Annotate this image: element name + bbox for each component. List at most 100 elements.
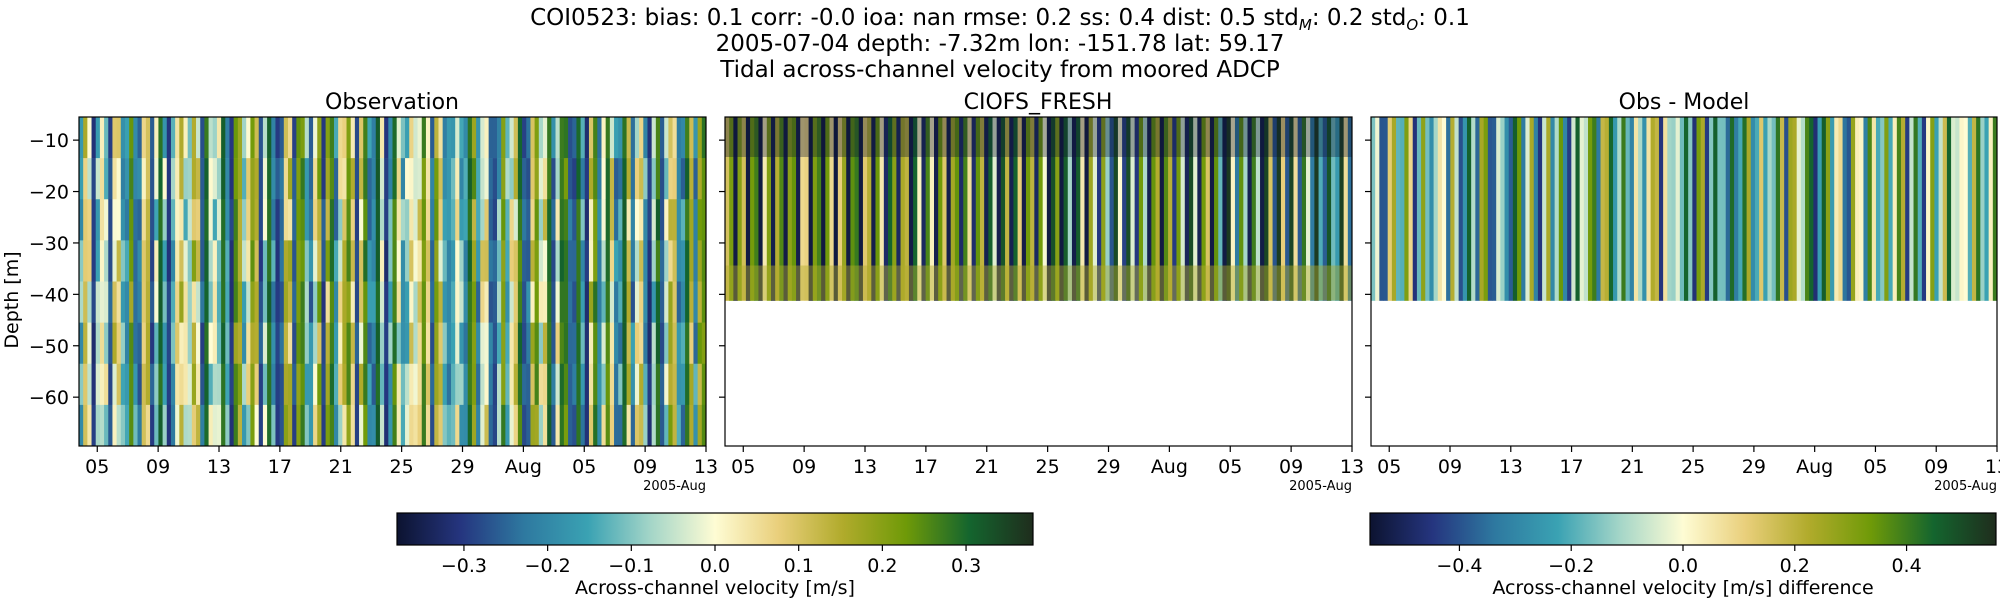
- heatmap-cell: [622, 363, 627, 406]
- y-axis-ticks-model: [719, 139, 725, 398]
- heatmap-cell: [430, 117, 435, 159]
- heatmap-cell: [1025, 117, 1031, 301]
- heatmap-cell: [321, 240, 327, 282]
- heatmap-cell: [775, 117, 780, 301]
- heatmap-cell: [196, 240, 201, 282]
- heatmap-cell: [388, 199, 393, 241]
- heatmap-cell: [212, 158, 218, 200]
- heatmap-cell: [283, 158, 289, 200]
- heatmap-cell: [622, 281, 627, 323]
- heatmap-cell: [1226, 117, 1232, 301]
- heatmap-cell: [651, 117, 657, 159]
- heatmap-cell: [434, 322, 439, 365]
- heatmap-cell: [497, 158, 502, 200]
- heatmap-cell: [796, 117, 801, 301]
- heatmap-cell: [430, 199, 435, 241]
- heatmap-cell: [680, 117, 686, 159]
- heatmap-cell: [392, 404, 398, 447]
- heatmap-cell: [359, 404, 364, 447]
- heatmap-cell: [296, 199, 301, 241]
- heatmap-cell: [430, 281, 435, 323]
- heatmap-cell: [634, 117, 640, 159]
- heatmap-cell: [1117, 117, 1123, 301]
- heatmap-cell: [701, 363, 707, 406]
- heatmap-cell: [626, 240, 632, 282]
- heatmap-cell: [288, 199, 293, 241]
- heatmap-cell: [1301, 117, 1307, 301]
- heatmap-cell: [267, 158, 272, 200]
- heatmap-cell: [250, 281, 255, 323]
- heatmap-cell: [1214, 117, 1219, 301]
- heatmap-cell: [237, 363, 243, 406]
- heatmap-cell: [191, 199, 197, 241]
- heatmap-cell: [333, 404, 339, 447]
- heatmap-cell: [547, 281, 552, 323]
- heatmap-cell: [434, 158, 439, 200]
- heatmap-cell: [501, 404, 506, 447]
- heatmap-cell: [1184, 117, 1190, 301]
- heatmap-cell: [655, 281, 661, 323]
- heatmap-cell: [91, 199, 97, 241]
- heatmap-cell: [333, 322, 339, 365]
- heatmap-cell: [630, 281, 636, 323]
- heatmap-cell: [141, 117, 147, 159]
- heatmap-cell: [150, 199, 155, 241]
- heatmap-cell: [626, 117, 632, 159]
- heatmap-cell: [459, 240, 464, 282]
- heatmap-cell: [254, 322, 260, 365]
- heatmap-cell: [367, 240, 372, 282]
- heatmap-cell: [584, 281, 590, 323]
- heatmap-cell: [584, 322, 590, 365]
- heatmap-cell: [196, 404, 201, 447]
- heatmap-cell: [200, 199, 205, 241]
- heatmap-cell: [375, 199, 381, 241]
- x-tick-label: 05: [731, 456, 755, 478]
- heatmap-cell: [643, 363, 648, 406]
- heatmap-cell: [476, 199, 481, 241]
- heatmap-cell: [1314, 117, 1319, 301]
- heatmap-cell: [618, 363, 623, 406]
- heatmap-cell: [900, 117, 906, 301]
- heatmap-cell: [242, 322, 247, 365]
- heatmap-cell: [200, 158, 205, 200]
- heatmap-cell: [120, 322, 126, 365]
- heatmap-cell: [288, 158, 293, 200]
- heatmap-cell: [1172, 117, 1177, 301]
- colorbar-velocity-ticks: −0.3 −0.2 −0.1 0.0 0.1 0.2 0.3: [441, 545, 981, 577]
- heatmap-cell: [133, 117, 138, 159]
- heatmap-cell: [668, 363, 673, 406]
- heatmap-cell: [304, 281, 310, 323]
- heatmap-cell: [1391, 117, 1397, 301]
- heatmap-cell: [329, 199, 335, 241]
- heatmap-cell: [396, 322, 402, 365]
- heatmap-cell: [660, 199, 665, 241]
- heatmap-cell: [484, 404, 490, 447]
- heatmap-cell: [392, 281, 398, 323]
- heatmap-cell: [572, 404, 577, 447]
- heatmap-cell: [1076, 117, 1081, 301]
- heatmap-cell: [647, 363, 653, 406]
- heatmap-cell: [643, 404, 648, 447]
- heatmap-cell: [430, 240, 435, 282]
- heatmap-cell: [979, 117, 985, 301]
- heatmap-cell: [258, 281, 264, 323]
- x-tick-label: Aug: [1151, 456, 1188, 478]
- heatmap-cell: [438, 158, 444, 200]
- heatmap-cell: [442, 117, 448, 159]
- heatmap-cell: [680, 404, 686, 447]
- heatmap-cell: [158, 322, 163, 365]
- heatmap-cell: [605, 158, 611, 200]
- heatmap-cell: [522, 240, 527, 282]
- heatmap-cell: [350, 158, 356, 200]
- heatmap-cell: [229, 322, 235, 365]
- heatmap-cell: [129, 199, 134, 241]
- heatmap-cell: [1276, 117, 1282, 301]
- heatmap-cell: [484, 322, 490, 365]
- y-axis-label: Depth [m]: [1, 251, 23, 348]
- heatmap-cell: [384, 117, 389, 159]
- heatmap-cell: [1717, 117, 1722, 301]
- heatmap-cell: [1775, 117, 1781, 301]
- heatmap-cell: [108, 158, 113, 200]
- heatmap-cell: [697, 158, 703, 200]
- heatmap-cell: [1608, 117, 1614, 301]
